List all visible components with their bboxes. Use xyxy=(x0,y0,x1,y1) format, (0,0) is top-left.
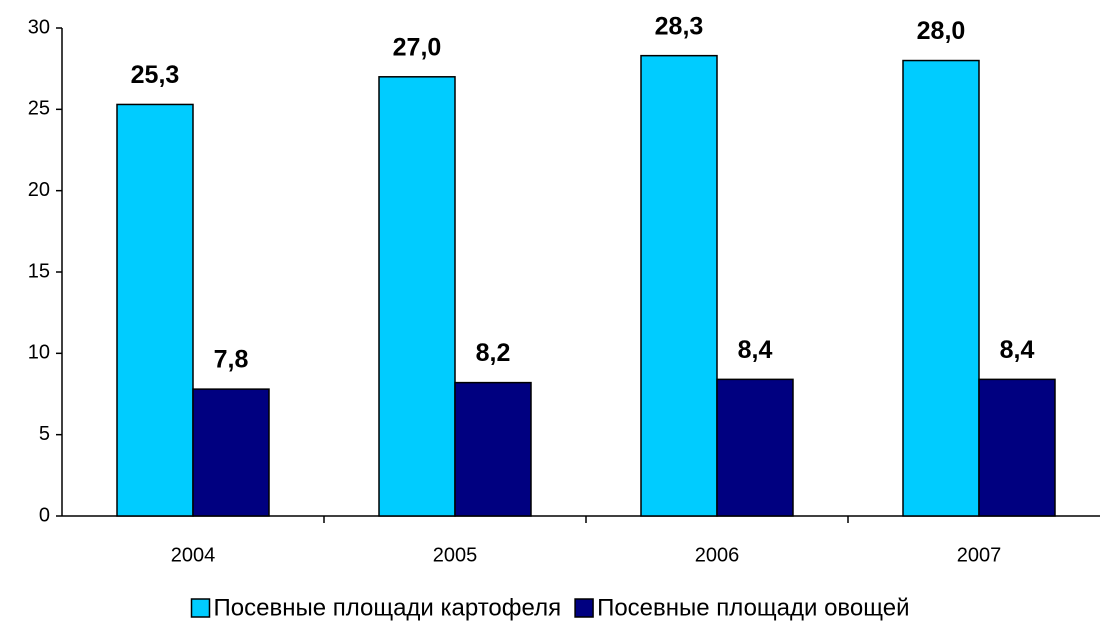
bar xyxy=(978,378,1056,517)
bar xyxy=(192,388,270,517)
y-tick-label: 5 xyxy=(39,423,50,445)
legend-swatch xyxy=(574,598,594,618)
legend-label: Посевные площади овощей xyxy=(597,594,909,621)
value-label: 8,2 xyxy=(476,339,511,367)
y-tick-label: 30 xyxy=(28,16,50,38)
x-tick-label: 2005 xyxy=(433,544,478,566)
bar xyxy=(716,378,794,517)
value-label: 28,0 xyxy=(917,17,966,45)
y-tick-label: 0 xyxy=(39,504,50,526)
legend-swatch xyxy=(190,598,211,618)
value-label: 25,3 xyxy=(131,61,180,89)
bar xyxy=(454,381,532,517)
value-label: 27,0 xyxy=(393,33,442,61)
x-tick-label: 2007 xyxy=(957,544,1002,566)
bar xyxy=(378,76,456,517)
x-tick-label: 2006 xyxy=(695,544,740,566)
bar xyxy=(902,59,980,517)
y-tick-label: 20 xyxy=(28,179,50,201)
y-tick-label: 15 xyxy=(28,260,50,282)
y-tick-label: 25 xyxy=(28,98,50,120)
bar xyxy=(116,103,194,517)
legend-label: Посевные площади картофеля xyxy=(214,594,562,621)
bar xyxy=(640,54,718,517)
x-tick-label: 2004 xyxy=(171,544,216,566)
value-label: 7,8 xyxy=(214,346,249,374)
y-tick-label: 10 xyxy=(28,342,50,364)
value-label: 8,4 xyxy=(738,336,773,364)
value-label: 8,4 xyxy=(1000,336,1035,364)
value-label: 28,3 xyxy=(655,12,704,40)
